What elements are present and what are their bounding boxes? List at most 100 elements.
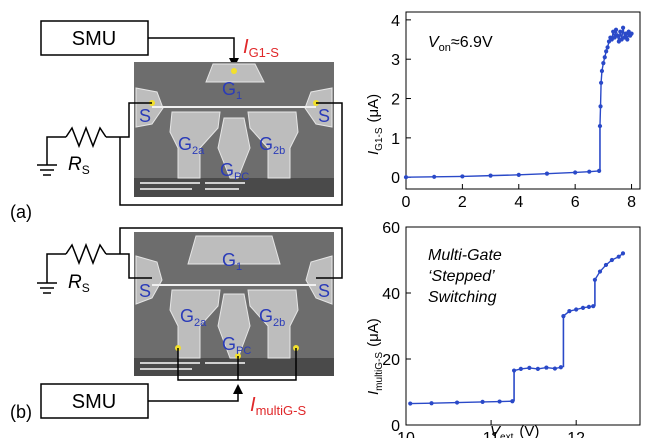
chart-a-data-point	[598, 104, 603, 109]
chart-a-frame	[405, 11, 641, 190]
chart-a-data-point	[488, 173, 493, 178]
electrode-s-left-b: S	[139, 281, 151, 301]
chart-b-frame	[405, 226, 641, 426]
resistor-circuit-b	[37, 227, 343, 402]
chart-a-ylabel: IG1-S(μA)	[365, 94, 385, 155]
chart-b-data-point	[580, 305, 586, 310]
chart-a-data-point	[620, 25, 626, 30]
chart-b-data-point	[574, 307, 579, 312]
chart-b-data-point	[429, 401, 434, 406]
chart-b-data-point	[616, 254, 621, 259]
chart-b-data-point	[592, 277, 598, 282]
electrode-s-right-a: S	[318, 106, 330, 126]
chart-b-data-point	[408, 401, 413, 406]
chart-b-data-point	[544, 365, 549, 370]
chart-a-data-point	[573, 170, 578, 175]
chart-a-data-point	[604, 49, 609, 54]
chart-a-ytick-label: 2	[391, 92, 400, 109]
panel-b-schematic: G1 S S G2a G2b GPC SMU ImultiG-S RS (b)	[10, 227, 343, 422]
smu-label-a: SMU	[72, 28, 116, 50]
current-label-a: IG1-S	[243, 36, 279, 60]
chart-a-data-point	[602, 55, 607, 60]
chart-b-data-point	[454, 400, 460, 405]
chart-b-annotation-3: Switching	[428, 289, 497, 306]
chart-b-data-point	[497, 399, 502, 404]
electrode-s-left-a: S	[139, 106, 151, 126]
panel-label-b: (b)	[10, 402, 32, 422]
chart-b: 10 11 12 0 20 40 60 Multi-Gate ‘Stepped’ Switc…	[365, 220, 641, 438]
chart-b-data-point	[586, 304, 592, 309]
chart-a-xtick-label: 4	[514, 194, 523, 211]
sem-image-b: G1 S S G2a G2b GPC	[134, 232, 334, 376]
chart-a-xtick-label: 0	[402, 194, 411, 211]
chart-b-xtick-label: 10	[397, 430, 415, 438]
chart-a-data-point	[403, 175, 409, 180]
chart-b-xtick-label: 12	[567, 430, 585, 438]
chart-a-data-point	[432, 174, 437, 179]
chart-b-data-point	[527, 365, 532, 371]
chart-a-data-point	[605, 45, 610, 50]
electrode-g2b-a: G2b	[259, 134, 285, 157]
resistor-label-b: RS	[68, 272, 90, 295]
chart-b-data-point	[480, 399, 485, 404]
chart-a-xtick-label: 8	[627, 194, 636, 211]
arrow-b	[233, 384, 243, 394]
chart-b-data-point	[518, 366, 523, 371]
chart-a-data-point	[615, 33, 620, 38]
electrode-g1-b: G1	[222, 250, 242, 273]
chart-b-ytick-label: 40	[382, 286, 400, 303]
chart-a-data-point	[544, 171, 550, 176]
chart-b-data-point	[558, 365, 563, 370]
electrode-g2b-b: G2b	[259, 306, 285, 329]
chart-a-series-line	[599, 27, 633, 127]
chart-b-ytick-label: 0	[391, 418, 400, 435]
chart-b-annotation-1: Multi-Gate	[428, 247, 502, 264]
chart-b-data-point	[561, 314, 566, 319]
smu-wire-a	[148, 37, 235, 62]
chart-a-data-point	[629, 31, 634, 36]
chart-a-data-point	[613, 27, 619, 32]
chart-b-data-point	[567, 309, 572, 314]
chart-a-ytick-label: 3	[391, 52, 400, 69]
chart-a-data-point	[625, 37, 630, 42]
chart-a-xtick-label: 2	[458, 194, 467, 211]
chart-b-data-point	[552, 366, 558, 371]
chart-b-annotation-2: ‘Stepped’	[428, 268, 495, 285]
chart-a-data-point	[601, 61, 606, 66]
chart-b-ylabel: ImultiG-S(μA)	[365, 318, 385, 395]
resistor-label-a: RS	[68, 154, 90, 177]
electrode-g2a-a: G2a	[178, 134, 205, 157]
chart-a-data-point	[587, 169, 592, 174]
chart-b-data-point	[511, 368, 517, 373]
chart-a-data-point	[460, 174, 465, 179]
chart-b-xlabel: Vext (V)	[490, 423, 539, 438]
electrode-gpc-b: GPC	[222, 334, 251, 357]
chart-a-ytick-label: 1	[391, 131, 400, 148]
smu-label-b: SMU	[72, 391, 116, 413]
chart-b-xtick-label: 11	[483, 430, 500, 438]
chart-a-ytick-label: 4	[391, 13, 400, 30]
electrode-s-right-b: S	[318, 281, 330, 301]
chart-b-series-line	[410, 400, 513, 405]
electrode-g1-a: G1	[222, 79, 242, 102]
chart-a-xtick-label: 6	[571, 194, 580, 211]
panel-a-schematic: SMU IG1-S G1 S S G2a	[10, 20, 343, 222]
smu-box-b	[40, 383, 149, 419]
chart-a-data-point	[618, 29, 623, 34]
chart-b-data-point	[603, 262, 609, 268]
chart-a-annotation: Von≈6.9V	[428, 34, 493, 54]
electrode-g2a-b: G2a	[180, 306, 207, 329]
smu-box-a	[40, 20, 149, 56]
resistor-circuit-a	[37, 102, 343, 206]
chart-a-data-point	[598, 80, 604, 85]
chart-a-data-point	[599, 68, 605, 74]
chart-b-data-point	[609, 257, 615, 263]
chart-b-data-point	[597, 269, 603, 274]
chart-b-data-point	[535, 366, 540, 371]
chart-a-data-point	[597, 123, 603, 129]
electrode-gpc-a: GPC	[220, 160, 249, 183]
chart-b-ytick-label: 20	[382, 352, 400, 369]
chart-b-data-point	[620, 251, 626, 256]
chart-a-data-point	[516, 172, 521, 177]
